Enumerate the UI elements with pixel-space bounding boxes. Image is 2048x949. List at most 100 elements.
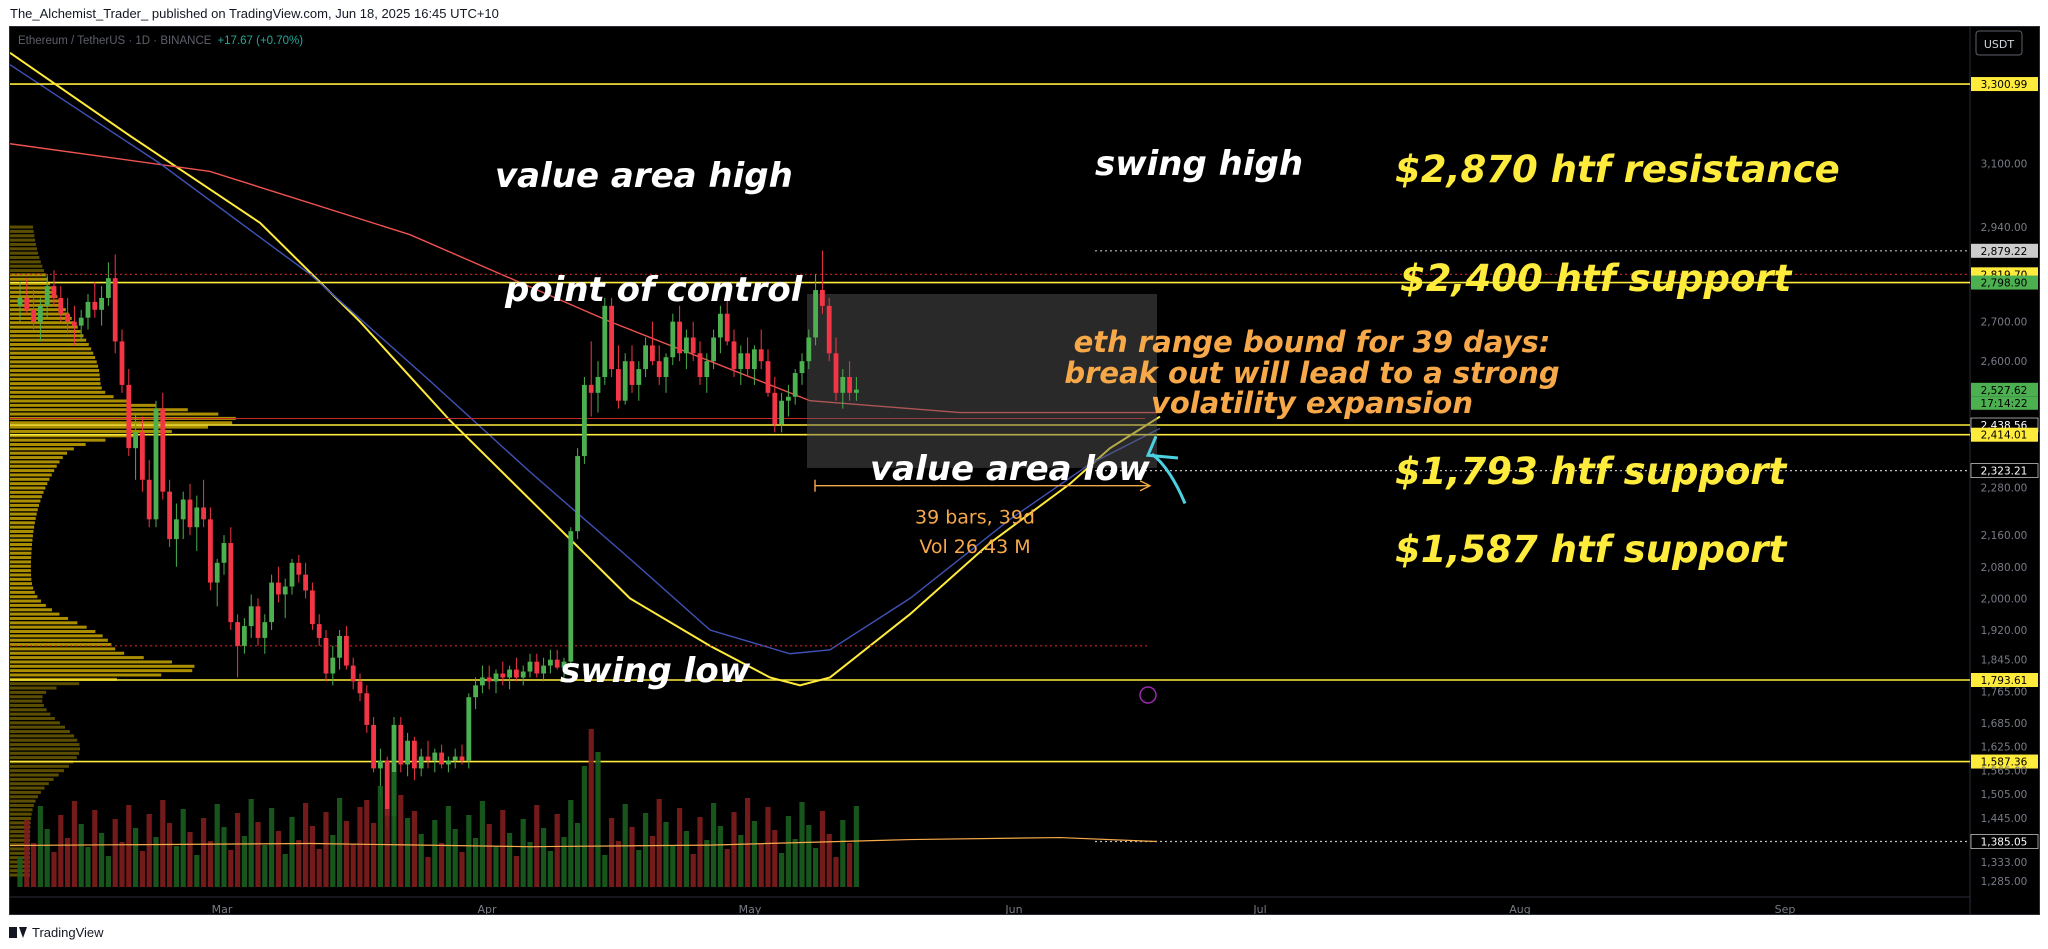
candle-body[interactable] [786, 396, 791, 401]
footer-brand[interactable]: TradingView [32, 924, 104, 940]
candle-body[interactable] [344, 635, 349, 666]
candle-body[interactable] [112, 278, 118, 342]
candle-body[interactable] [765, 361, 771, 393]
candle-body[interactable] [616, 369, 621, 401]
candle-body[interactable] [473, 685, 478, 698]
candle-body[interactable] [17, 297, 23, 306]
candle-body[interactable] [446, 760, 451, 765]
candle-body[interactable] [826, 305, 832, 354]
candle-body[interactable] [174, 519, 179, 540]
candle-body[interactable] [813, 290, 818, 338]
price-label-badge[interactable] [1971, 243, 2038, 258]
candle-body[interactable] [690, 337, 696, 354]
candle-body[interactable] [44, 286, 50, 306]
candle-body[interactable] [201, 507, 206, 520]
candle-body[interactable] [194, 507, 200, 528]
candle-body[interactable] [738, 353, 744, 370]
candle-body[interactable] [187, 499, 193, 528]
candle-body[interactable] [663, 357, 669, 377]
candle-body[interactable] [704, 361, 710, 377]
candle-body[interactable] [289, 562, 295, 587]
candle-body[interactable] [371, 724, 376, 769]
candle-body[interactable] [486, 677, 492, 682]
candle-body[interactable] [500, 673, 506, 678]
price-chart[interactable]: USDT3,300.992,879.222,819.702,798.902,52… [10, 27, 2040, 915]
candle-body[interactable] [432, 752, 438, 761]
candle-body[interactable] [588, 384, 594, 393]
candle-body[interactable] [622, 361, 628, 401]
candle-body[interactable] [276, 582, 281, 595]
candle-body[interactable] [650, 345, 655, 362]
candle-body[interactable] [72, 321, 77, 326]
candle-body[interactable] [167, 491, 172, 540]
candle-body[interactable] [282, 586, 288, 595]
candle-body[interactable] [792, 373, 798, 397]
candle-body[interactable] [398, 724, 404, 765]
candle-body[interactable] [684, 337, 689, 354]
candle-body[interactable] [153, 408, 159, 520]
candle-body[interactable] [310, 590, 315, 625]
candle-body[interactable] [357, 681, 363, 694]
candle-body[interactable] [180, 499, 186, 520]
price-label-badge[interactable] [1971, 382, 2038, 397]
candle-body[interactable] [228, 543, 234, 623]
candle-body[interactable] [745, 353, 750, 370]
candle-body[interactable] [636, 369, 642, 385]
candle-body[interactable] [840, 377, 846, 393]
candle-body[interactable] [119, 341, 125, 385]
candle-body[interactable] [677, 321, 682, 354]
candle-body[interactable] [833, 353, 839, 393]
range-box[interactable] [807, 293, 1157, 468]
candle-body[interactable] [330, 657, 336, 674]
candle-body[interactable] [697, 353, 703, 377]
candle-body[interactable] [595, 377, 601, 393]
candle-body[interactable] [459, 756, 465, 761]
candle-body[interactable] [582, 384, 587, 457]
candle-body[interactable] [799, 361, 805, 374]
candle-body[interactable] [718, 313, 723, 338]
candle-body[interactable] [609, 305, 614, 370]
candle-body[interactable] [391, 724, 397, 816]
candle-body[interactable] [520, 671, 526, 678]
candle-body[interactable] [711, 337, 716, 362]
candle-body[interactable] [534, 661, 540, 674]
candle-body[interactable] [731, 341, 737, 370]
candle-body[interactable] [126, 384, 132, 449]
price-label-badge[interactable] [1971, 77, 2038, 92]
candle-body[interactable] [38, 305, 43, 322]
candle-body[interactable] [854, 389, 859, 393]
candle-body[interactable] [269, 582, 274, 623]
candle-body[interactable] [772, 392, 778, 425]
candle-body[interactable] [575, 456, 580, 532]
candle-body[interactable] [643, 345, 648, 370]
candle-body[interactable] [758, 349, 764, 362]
currency-badge[interactable] [1975, 30, 2023, 56]
candle-body[interactable] [405, 740, 410, 765]
candle-body[interactable] [425, 756, 431, 761]
candle-body[interactable] [323, 637, 329, 674]
candle-body[interactable] [847, 377, 852, 393]
candle-body[interactable] [602, 305, 608, 377]
candle-body[interactable] [527, 661, 533, 672]
candle-body[interactable] [214, 562, 220, 583]
candle-body[interactable] [493, 673, 499, 682]
candle-body[interactable] [514, 669, 519, 678]
price-label-badge[interactable] [1970, 463, 2039, 478]
price-label-badge[interactable] [1971, 754, 2038, 769]
candle-body[interactable] [439, 752, 444, 765]
candle-body[interactable] [820, 290, 825, 306]
price-label-badge[interactable] [1971, 275, 2038, 290]
candle-body[interactable] [412, 740, 417, 769]
price-label-badge[interactable] [1971, 672, 2038, 687]
candle-body[interactable] [146, 479, 152, 520]
candle-body[interactable] [24, 297, 30, 310]
candle-body[interactable] [303, 574, 308, 591]
price-label-badge[interactable] [1970, 834, 2039, 849]
publisher-name[interactable]: The_Alchemist_Trader_ [10, 6, 149, 21]
candle-body[interactable] [248, 606, 254, 627]
candle-body[interactable] [779, 400, 784, 425]
candle-body[interactable] [92, 301, 98, 310]
candle-body[interactable] [235, 622, 240, 646]
candle-body[interactable] [99, 297, 104, 310]
candle-body[interactable] [507, 669, 512, 678]
